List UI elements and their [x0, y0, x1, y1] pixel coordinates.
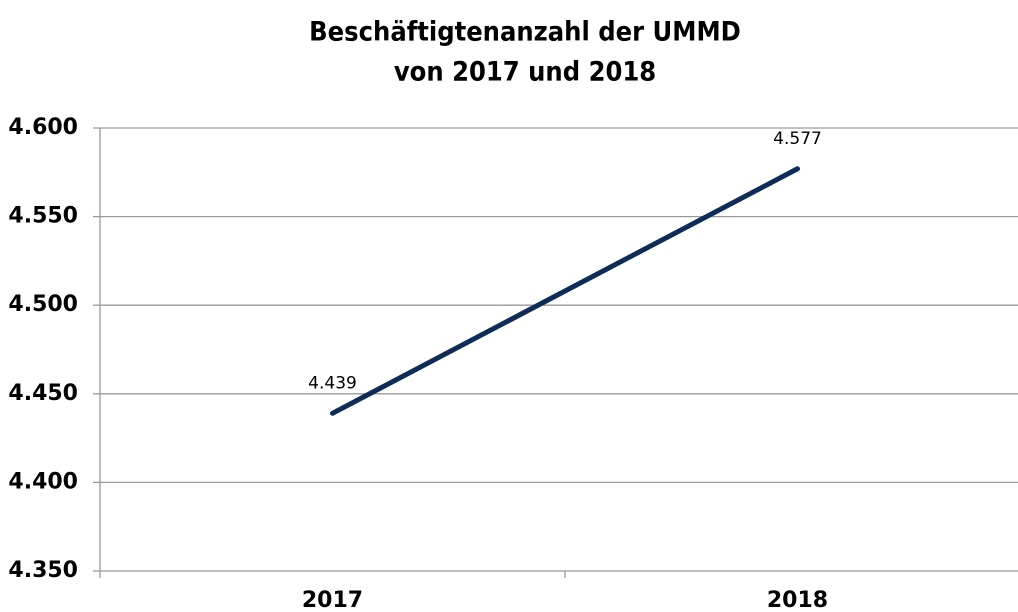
y-tick-label: 4.500: [8, 292, 78, 317]
x-tick-label: 2018: [767, 588, 828, 612]
y-tick-label: 4.350: [8, 558, 78, 583]
y-tick-label: 4.600: [8, 115, 78, 140]
y-tick-label: 4.550: [8, 204, 78, 229]
chart-title: von 2017 und 2018: [394, 57, 656, 88]
y-tick-label: 4.400: [8, 469, 78, 494]
data-label: 4.577: [773, 129, 822, 149]
data-label: 4.439: [308, 373, 357, 393]
y-tick-label: 4.450: [8, 381, 78, 406]
line-series: [330, 166, 800, 416]
x-tick-label: 2017: [302, 588, 363, 612]
chart-title: Beschäftigtenanzahl der UMMD: [309, 17, 741, 48]
